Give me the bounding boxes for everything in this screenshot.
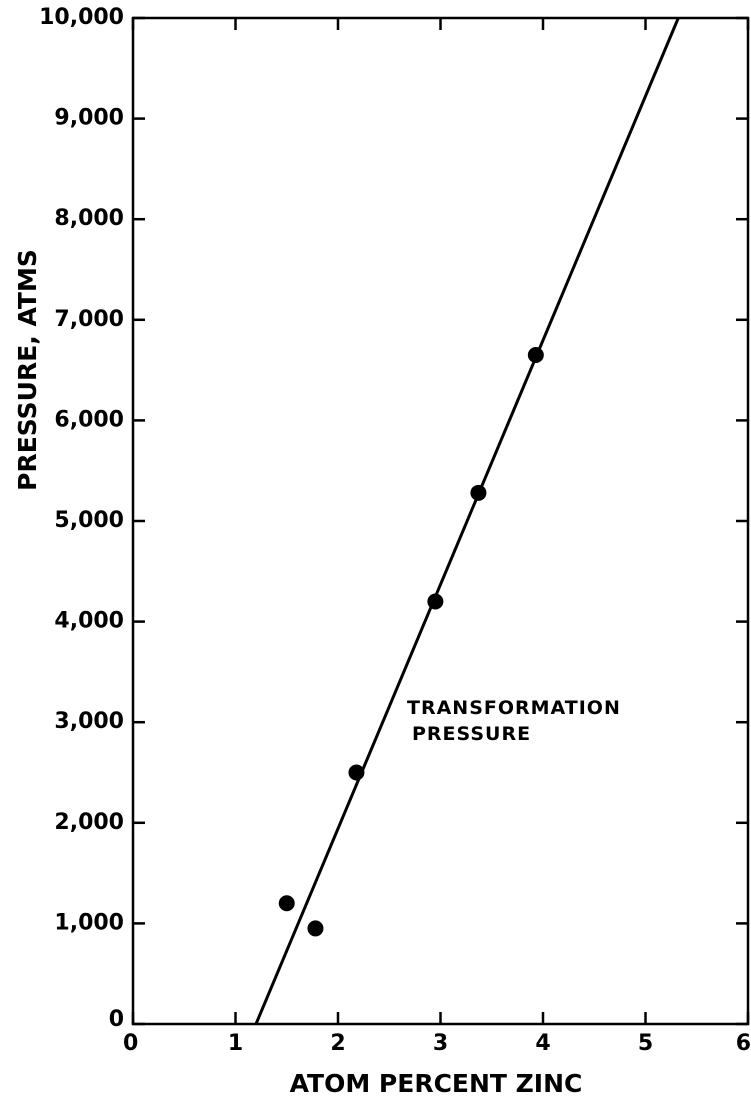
x-tick-label: 1 [228,1031,243,1056]
x-tick-labels: 0 1 2 3 4 5 6 [123,1031,751,1056]
annotation-line2: PRESSURE [412,723,531,745]
x-tick-label: 3 [433,1031,448,1056]
data-point [307,920,324,937]
y-tick-label: 4,000 [54,609,124,634]
x-tick-label: 2 [330,1031,345,1056]
y-tick-label: 10,000 [39,5,124,30]
y-tick-label: 7,000 [54,307,124,332]
y-tick-label: 6,000 [54,407,124,432]
transformation-pressure-line [254,17,680,1025]
y-tick-label: 5,000 [54,508,124,533]
axis-ticks [131,16,750,1026]
y-tick-label: 0 [109,1007,124,1032]
x-tick-label: 5 [638,1031,653,1056]
x-tick-label: 4 [535,1031,550,1056]
x-tick-label: 6 [736,1031,751,1056]
data-point [427,593,444,610]
data-point [348,764,365,781]
y-tick-labels: 0 1,000 2,000 3,000 4,000 5,000 6,000 7,000 8,00… [39,5,124,1032]
data-point [278,895,295,912]
y-tick-label: 3,000 [54,709,124,734]
y-tick-label: 8,000 [54,206,124,231]
y-axis-title: PRESSURE, ATMS [13,249,42,491]
annotation-line1: TRANSFORMATION [407,697,621,719]
y-tick-label: 9,000 [54,106,124,131]
x-axis-title: ATOM PERCENT ZINC [290,1069,583,1098]
plot-frame [131,16,750,1026]
data-point [527,347,544,364]
data-points [278,347,544,937]
x-tick-label: 0 [123,1031,138,1056]
y-tick-label: 1,000 [54,910,124,935]
y-tick-label: 2,000 [54,810,124,835]
data-point [470,484,487,501]
